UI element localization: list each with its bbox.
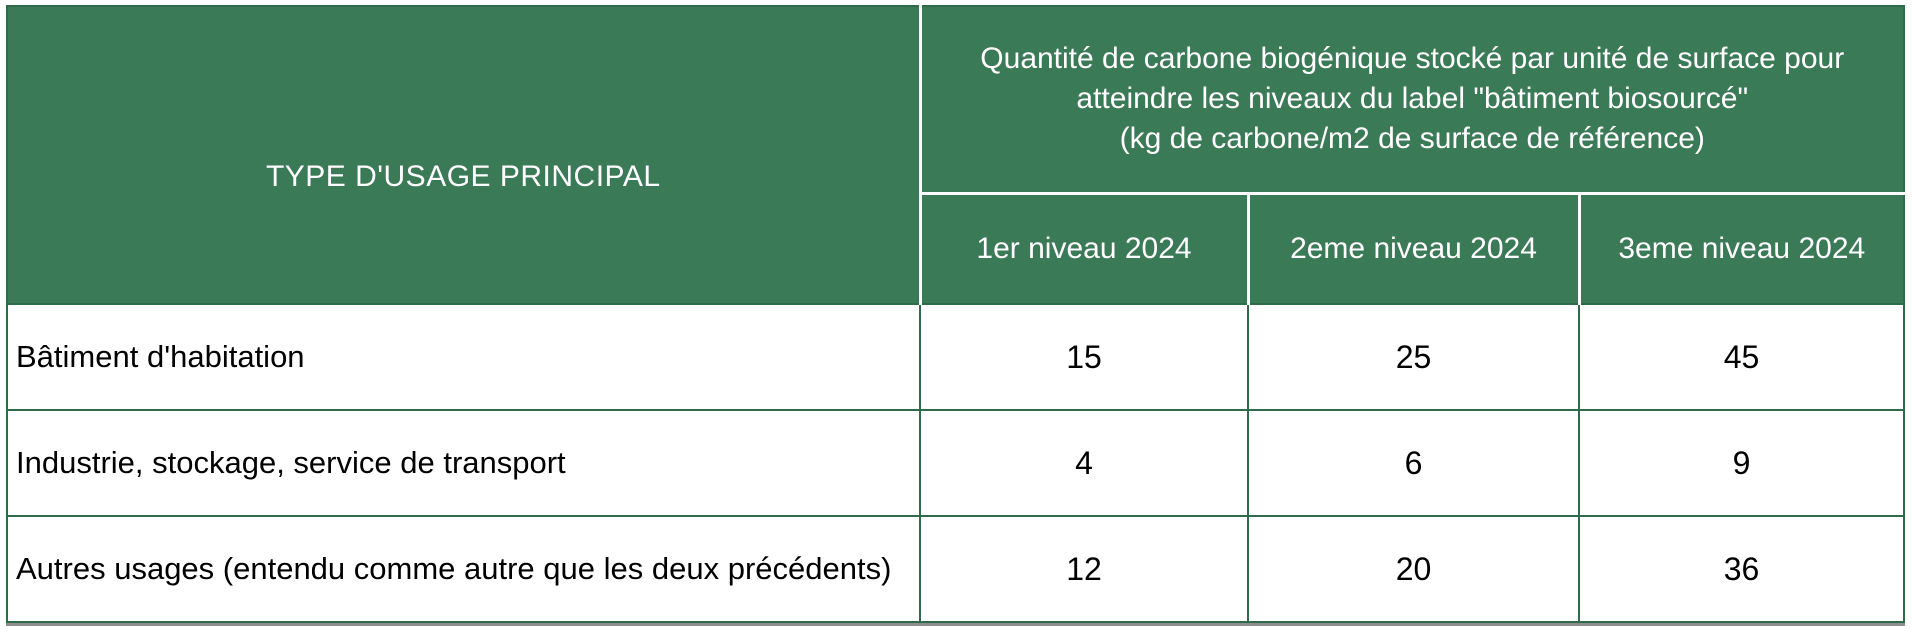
level-2-value: 6 <box>1247 409 1580 517</box>
table-container: TYPE D'USAGE PRINCIPAL Quantité de carbo… <box>6 5 1906 623</box>
level-1-value: 4 <box>919 409 1249 517</box>
table-row-industrie: Industrie, stockage, service de transpor… <box>6 409 1906 517</box>
level-1-value: 12 <box>919 515 1249 623</box>
biosourced-label-carbon-table: TYPE D'USAGE PRINCIPAL Quantité de carbo… <box>6 5 1906 623</box>
usage-label: Autres usages (entendu comme autre que l… <box>6 515 921 623</box>
usage-type-column-header: TYPE D'USAGE PRINCIPAL <box>7 6 922 304</box>
level-1-column-header: 1er niveau 2024 <box>918 191 1248 304</box>
level-3-value: 9 <box>1577 409 1906 517</box>
level-2-column-header: 2eme niveau 2024 <box>1246 191 1579 304</box>
usage-label: Bâtiment d'habitation <box>6 303 921 411</box>
table-header: TYPE D'USAGE PRINCIPAL Quantité de carbo… <box>7 6 1905 304</box>
level-2-value: 20 <box>1247 515 1580 623</box>
level-3-value: 36 <box>1577 515 1906 623</box>
level-3-column-header: 3eme niveau 2024 <box>1577 191 1905 304</box>
level-3-value: 45 <box>1577 303 1906 411</box>
table-row-autres-usages: Autres usages (entendu comme autre que l… <box>6 515 1906 623</box>
usage-label: Industrie, stockage, service de transpor… <box>6 409 921 517</box>
level-2-value: 25 <box>1247 303 1580 411</box>
table-row-habitation: Bâtiment d'habitation 15 25 45 <box>6 303 1906 411</box>
carbon-quantity-group-header: Quantité de carbone biogénique stocké pa… <box>918 6 1905 195</box>
level-1-value: 15 <box>919 303 1249 411</box>
table-body: Bâtiment d'habitation 15 25 45 Industrie… <box>6 303 1906 623</box>
